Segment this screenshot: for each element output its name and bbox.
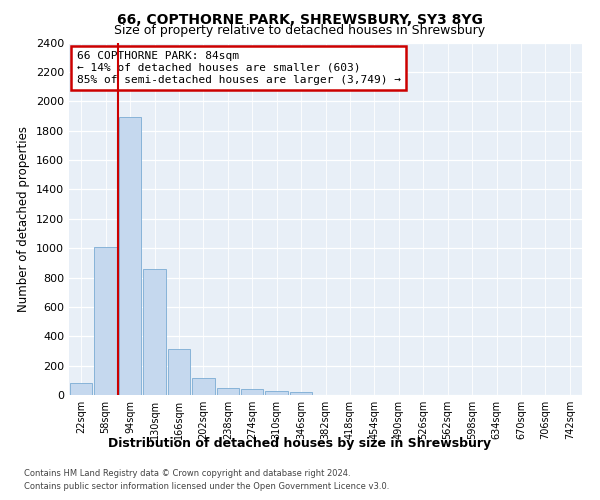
Bar bbox=[70, 382, 92, 395]
Bar bbox=[265, 390, 288, 395]
Bar bbox=[241, 389, 263, 395]
Bar bbox=[143, 268, 166, 395]
Bar bbox=[192, 378, 215, 395]
Bar bbox=[119, 118, 142, 395]
Text: 66, COPTHORNE PARK, SHREWSBURY, SY3 8YG: 66, COPTHORNE PARK, SHREWSBURY, SY3 8YG bbox=[117, 13, 483, 27]
Text: Size of property relative to detached houses in Shrewsbury: Size of property relative to detached ho… bbox=[115, 24, 485, 37]
Bar bbox=[217, 388, 239, 395]
Bar bbox=[94, 246, 117, 395]
Text: Contains public sector information licensed under the Open Government Licence v3: Contains public sector information licen… bbox=[24, 482, 389, 491]
Y-axis label: Number of detached properties: Number of detached properties bbox=[17, 126, 31, 312]
Text: Distribution of detached houses by size in Shrewsbury: Distribution of detached houses by size … bbox=[109, 438, 491, 450]
Bar bbox=[290, 392, 313, 395]
Bar bbox=[167, 348, 190, 395]
Text: Contains HM Land Registry data © Crown copyright and database right 2024.: Contains HM Land Registry data © Crown c… bbox=[24, 469, 350, 478]
Text: 66 COPTHORNE PARK: 84sqm
← 14% of detached houses are smaller (603)
85% of semi-: 66 COPTHORNE PARK: 84sqm ← 14% of detach… bbox=[77, 52, 401, 84]
